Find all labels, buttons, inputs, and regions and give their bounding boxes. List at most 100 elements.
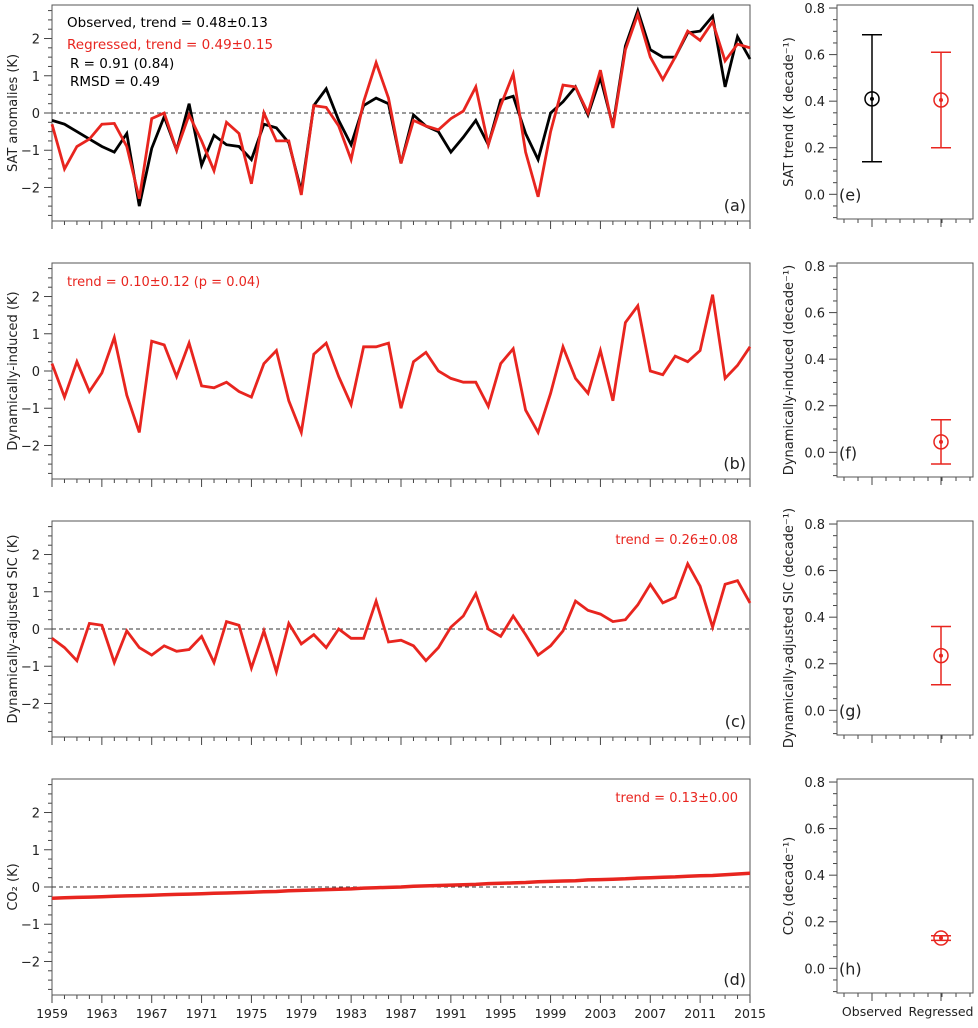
category-label: Observed <box>842 1004 902 1019</box>
y-tick-label: −2 <box>21 439 40 454</box>
errorbar-regressed <box>931 420 951 464</box>
x-tick-label: 1999 <box>535 1006 567 1021</box>
y-tick-label: 0 <box>32 365 40 380</box>
annotation-text: Observed, trend = 0.48±0.13 <box>67 15 268 31</box>
y-tick-label: 2 <box>32 33 40 48</box>
panel-label: (b) <box>723 454 746 473</box>
annotation-text: R = 0.91 (0.84) <box>70 56 174 72</box>
y-tick-label: 1 <box>32 70 40 85</box>
y-tick-label: 0.4 <box>804 95 825 110</box>
y-tick-label: 0 <box>32 623 40 638</box>
y-tick-label: 0.6 <box>804 565 825 580</box>
y-tick-label: 2 <box>32 807 40 822</box>
y-tick-label: 0.6 <box>804 823 825 838</box>
y-tick-label: −2 <box>21 697 40 712</box>
y-axis-label: Dynamically-induced (decade⁻¹) <box>782 265 797 475</box>
y-tick-label: 0.0 <box>804 704 825 719</box>
y-tick-label: 0.2 <box>804 400 825 415</box>
errorbar-regressed <box>931 931 951 945</box>
trend-marker-dot <box>870 97 874 101</box>
y-tick-label: 1 <box>32 328 40 343</box>
panel-g: 0.0 0.2 0.4 0.6 0.8 (g) Dynamically-adjusted S… <box>782 508 973 748</box>
plot-frame <box>837 263 973 477</box>
y-tick-label: 0.6 <box>804 49 825 64</box>
plot-frame <box>52 263 750 479</box>
y-tick-label: 0.8 <box>804 518 825 533</box>
x-tick-label: 1987 <box>385 1006 417 1021</box>
y-tick-label: 0.8 <box>804 776 825 791</box>
x-tick-label: 1975 <box>236 1006 268 1021</box>
x-tick-label: 1971 <box>186 1006 218 1021</box>
y-axis-label: SAT trend (K decade⁻¹) <box>782 37 797 187</box>
trend-annotation: trend = 0.13±0.00 <box>615 791 738 806</box>
errorbar-regressed <box>931 52 951 147</box>
panel-label: (d) <box>723 970 746 989</box>
y-tick-label: 2 <box>32 291 40 306</box>
y-tick-label: −1 <box>21 402 40 417</box>
panel-label: (c) <box>725 712 746 731</box>
y-tick-label: 0.2 <box>804 142 825 157</box>
panel-e: 0.0 0.2 0.4 0.6 0.8 (e) SAT trend (K decade⁻¹) <box>782 2 973 227</box>
x-tick-label: 1963 <box>86 1006 118 1021</box>
x-tick-label: 2011 <box>684 1006 716 1021</box>
series-line-dynamically-induced <box>52 295 750 433</box>
y-tick-label: 0 <box>32 107 40 122</box>
y-tick-label: 0.8 <box>804 2 825 17</box>
y-tick-label: −1 <box>21 144 40 159</box>
trend-marker-dot <box>939 654 943 658</box>
y-tick-label: −2 <box>21 955 40 970</box>
y-tick-label: −1 <box>21 660 40 675</box>
x-tick-label: 1983 <box>335 1006 367 1021</box>
panel-label: (f) <box>839 443 857 462</box>
y-tick-label: 0.4 <box>804 611 825 626</box>
errorbar-regressed <box>931 626 951 684</box>
y-tick-label: 1 <box>32 586 40 601</box>
y-axis-label: Dynamically-adjusted SIC (K) <box>6 535 21 724</box>
y-tick-label: 0.0 <box>804 962 825 977</box>
category-label: Regressed <box>909 1004 974 1019</box>
annotation-text: RMSD = 0.49 <box>70 74 160 90</box>
trend-annotation: trend = 0.26±0.08 <box>615 533 738 548</box>
y-tick-label: 1 <box>32 844 40 859</box>
series-line-dynamically-adjusted-sic <box>52 564 750 672</box>
annotation-text: Regressed, trend = 0.49±0.15 <box>67 37 273 53</box>
y-axis-label: CO₂ (decade⁻¹) <box>782 837 797 935</box>
panel-b: −2 −1 0 1 2 trend = 0.10±0.12 (p = 0.04) (b) Dy… <box>6 263 750 487</box>
y-tick-label: 0.4 <box>804 353 825 368</box>
x-tick-label: 2003 <box>585 1006 617 1021</box>
trend-annotation: trend = 0.10±0.12 (p = 0.04) <box>67 275 260 290</box>
errorbar-observed <box>862 35 882 162</box>
plot-frame <box>52 521 750 737</box>
series-line-co2 <box>52 873 750 898</box>
x-tick-label: 1979 <box>285 1006 317 1021</box>
y-axis-label: Dynamically-adjusted SIC (decade⁻¹) <box>782 508 797 748</box>
panel-a: −2 −1 0 1 2 Observed, trend = 0.48±0.13 Regres… <box>6 5 750 229</box>
panel-label: (h) <box>839 959 862 978</box>
y-axis-label: CO₂ (K) <box>6 863 21 910</box>
y-tick-label: 0.4 <box>804 869 825 884</box>
y-tick-label: 0.2 <box>804 916 825 931</box>
y-tick-label: 0 <box>32 881 40 896</box>
x-tick-label: 2015 <box>734 1006 766 1021</box>
y-tick-label: −1 <box>21 918 40 933</box>
y-tick-label: −2 <box>21 181 40 196</box>
y-axis-label: SAT anomalies (K) <box>6 54 21 172</box>
panel-label: (g) <box>839 701 862 720</box>
trend-marker-dot <box>939 440 943 444</box>
y-tick-label: 0.0 <box>804 446 825 461</box>
y-axis-label: Dynamically-induced (K) <box>6 291 21 450</box>
x-tick-label: 1959 <box>36 1006 68 1021</box>
panel-label: (e) <box>839 185 861 204</box>
x-tick-label: 1991 <box>435 1006 467 1021</box>
y-tick-label: 2 <box>32 549 40 564</box>
y-tick-label: 0.2 <box>804 658 825 673</box>
x-tick-label: 1995 <box>485 1006 517 1021</box>
x-tick-label: 2007 <box>634 1006 666 1021</box>
trend-marker-dot <box>939 98 943 102</box>
panel-c: −2 −1 0 1 2 trend = 0.26±0.08 (c) Dynamically-a… <box>6 521 750 745</box>
panel-label: (a) <box>724 196 746 215</box>
y-tick-label: 0.0 <box>804 188 825 203</box>
trend-marker-dot <box>939 936 943 940</box>
